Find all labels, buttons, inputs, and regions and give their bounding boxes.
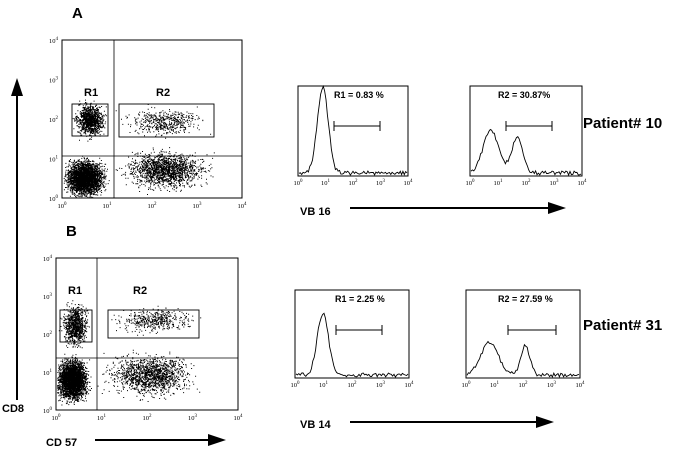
r2-stat-a: R2 = 30.87%	[498, 90, 550, 100]
gate-r2-a	[118, 103, 215, 138]
scatter-ticks-b: 100 101 102 103 104 100 101 102 103 104	[43, 255, 243, 422]
r1-stat-b: R1 = 2.25 %	[335, 294, 385, 304]
scatter-ticks-a: 100 101 102 103 104 100 101 102 103 104	[49, 37, 247, 210]
svg-text:101: 101	[494, 179, 504, 187]
svg-text:104: 104	[578, 179, 588, 187]
svg-text:104: 104	[238, 202, 248, 210]
svg-text:103: 103	[376, 381, 386, 389]
histogram-ticks-b: 100 101 102 103 104 100 101 102 103 104	[291, 381, 586, 389]
svg-text:102: 102	[519, 381, 529, 389]
gate-r2-b	[107, 309, 200, 339]
gate-r1-label-a: R1	[84, 87, 98, 99]
marker-label-a: VB 16	[300, 206, 331, 218]
svg-text:101: 101	[49, 156, 59, 164]
svg-text:101: 101	[103, 202, 113, 210]
svg-text:103: 103	[193, 202, 203, 210]
svg-text:100: 100	[291, 381, 301, 389]
svg-text:101: 101	[490, 381, 500, 389]
histogram-ticks-a: 100 101 102 103 104 100 101 102 103 104	[294, 179, 588, 187]
svg-text:103: 103	[43, 293, 53, 301]
svg-text:104: 104	[43, 255, 53, 263]
svg-text:100: 100	[462, 381, 472, 389]
gate-r2-label-a: R2	[156, 87, 170, 99]
svg-text:102: 102	[349, 179, 359, 187]
svg-text:100: 100	[49, 195, 59, 203]
svg-text:100: 100	[466, 179, 476, 187]
svg-text:102: 102	[49, 116, 59, 124]
marker-arrow-a	[350, 202, 566, 214]
svg-text:102: 102	[148, 202, 158, 210]
svg-text:101: 101	[319, 381, 329, 389]
gate-r1-b	[59, 309, 93, 343]
svg-text:101: 101	[43, 369, 53, 377]
svg-text:104: 104	[576, 381, 586, 389]
patient-label-b: Patient# 31	[583, 317, 662, 334]
svg-text:102: 102	[43, 331, 53, 339]
scatter-plot-a: R1 R2	[61, 39, 243, 199]
scatter-plot-b: R1 R2	[55, 257, 239, 411]
histogram-r2-b: R2 = 27.59 %	[465, 289, 581, 379]
cd8-axis-label: CD8	[2, 403, 24, 415]
histogram-r1-b: R1 = 2.25 %	[294, 289, 410, 379]
svg-text:100: 100	[294, 179, 304, 187]
svg-text:104: 104	[405, 381, 415, 389]
svg-text:101: 101	[97, 414, 107, 422]
marker-label-b: VB 14	[300, 419, 331, 431]
gate-r1-a	[71, 103, 109, 137]
r1-stat-a: R1 = 0.83 %	[334, 90, 384, 100]
svg-text:103: 103	[49, 77, 59, 85]
svg-text:100: 100	[58, 202, 68, 210]
svg-text:102: 102	[522, 179, 532, 187]
histogram-r1-a: R1 = 0.83 %	[297, 85, 409, 177]
svg-text:103: 103	[376, 179, 386, 187]
svg-text:100: 100	[52, 414, 62, 422]
svg-text:103: 103	[547, 381, 557, 389]
svg-text:104: 104	[234, 414, 244, 422]
svg-text:104: 104	[49, 37, 59, 45]
r2-stat-b: R2 = 27.59 %	[498, 294, 553, 304]
svg-text:102: 102	[143, 414, 153, 422]
panel-b-letter: B	[66, 223, 77, 240]
histogram-r2-a: R2 = 30.87%	[469, 85, 583, 177]
svg-text:104: 104	[404, 179, 414, 187]
gate-r1-label-b: R1	[68, 285, 82, 297]
svg-text:100: 100	[43, 407, 53, 415]
svg-text:101: 101	[321, 179, 331, 187]
cd57-axis-arrow	[95, 434, 226, 446]
patient-label-a: Patient# 10	[583, 115, 662, 132]
panel-a-letter: A	[72, 5, 83, 22]
svg-text:102: 102	[348, 381, 358, 389]
marker-arrow-b	[350, 416, 554, 428]
cd8-axis-arrow	[11, 78, 23, 400]
svg-text:103: 103	[188, 414, 198, 422]
svg-text:103: 103	[550, 179, 560, 187]
gate-r2-label-b: R2	[133, 285, 147, 297]
cd57-axis-label: CD 57	[46, 437, 77, 449]
